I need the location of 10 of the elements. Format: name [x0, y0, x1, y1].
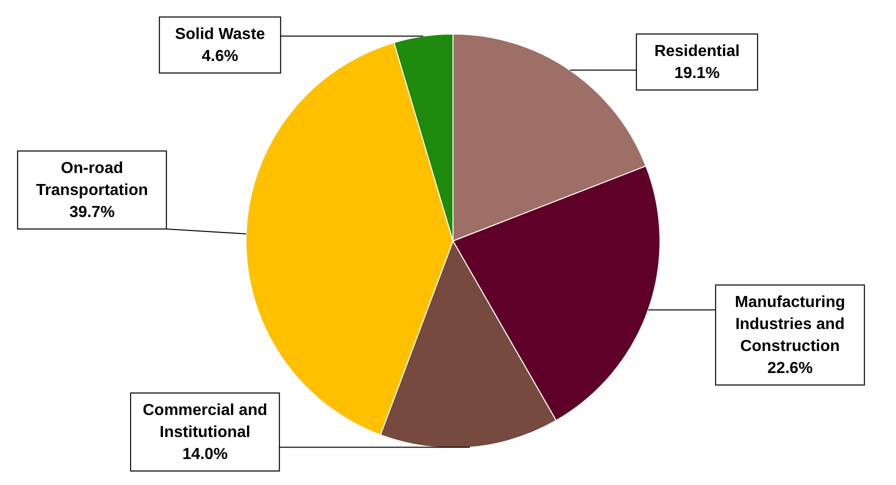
- data-label: 19.1%: [674, 65, 720, 82]
- data-label: 22.6%: [767, 360, 813, 377]
- data-label: 14.0%: [182, 446, 228, 463]
- slice-label: Solid Waste: [174, 26, 266, 43]
- slice-label: Manufacturing Industries and Construction: [734, 294, 846, 355]
- data-label: 39.7%: [69, 204, 115, 221]
- slice-label: Residential: [654, 43, 740, 60]
- slice-label: Commercial and Institutional: [142, 402, 268, 441]
- data-label: 4.6%: [202, 48, 238, 65]
- slice-label: On-road Transportation: [36, 160, 148, 199]
